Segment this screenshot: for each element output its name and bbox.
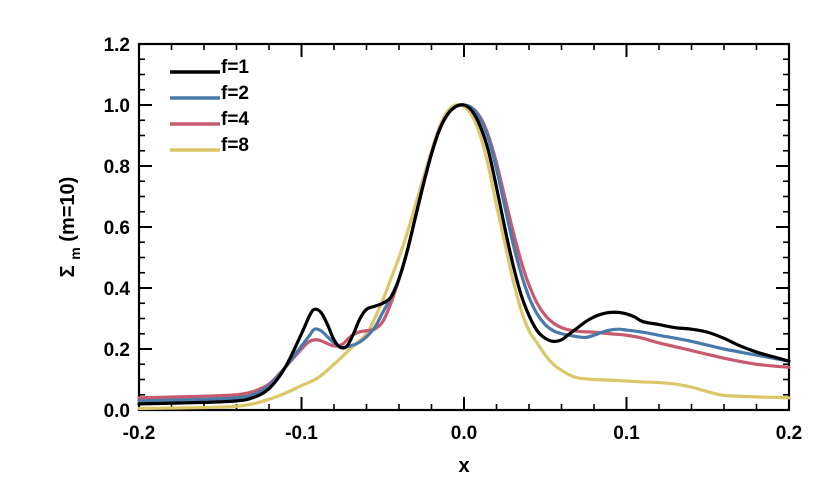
y-tick-label: 0.2 xyxy=(104,340,130,361)
y-tick-label: 0.6 xyxy=(104,218,130,239)
y-tick-label: 0.0 xyxy=(104,401,130,422)
y-axis-title-subscript: m xyxy=(67,247,83,259)
x-axis-title: x xyxy=(458,455,469,477)
x-tick-label: -0.2 xyxy=(123,423,156,444)
series-line-f-8 xyxy=(137,103,791,411)
axes-layer: -0.2 -0.1 0.0 0.1 0.2 0.0 0.2 0.4 0.6 0.8 1.0 1.2 xyxy=(104,35,803,444)
legend-label-f-4: f=4 xyxy=(221,109,249,130)
x-tick-label: 0.2 xyxy=(776,423,802,444)
legend-label-f-8: f=8 xyxy=(221,135,249,156)
x-tick-label: 0.0 xyxy=(451,423,477,444)
y-axis-title-symbol: Σ xyxy=(57,265,79,277)
y-axis-title: Σ m (m=10) xyxy=(57,177,85,278)
series-line-f-1 xyxy=(137,103,791,406)
y-tick-label: 1.0 xyxy=(104,96,130,117)
legend: f=1 f=2 f=4 f=8 xyxy=(170,57,249,156)
legend-label-f-1: f=1 xyxy=(221,57,249,78)
x-tick-label: -0.1 xyxy=(285,423,318,444)
legend-label-f-2: f=2 xyxy=(221,83,249,104)
y-tick-label: 0.4 xyxy=(104,279,131,300)
y-axis-title-suffix: (m=10) xyxy=(57,177,79,242)
y-tick-label: 1.2 xyxy=(104,35,130,56)
series-layer xyxy=(137,103,791,411)
x-tick-label: 0.1 xyxy=(613,423,640,444)
y-tick-label: 0.8 xyxy=(104,157,130,178)
